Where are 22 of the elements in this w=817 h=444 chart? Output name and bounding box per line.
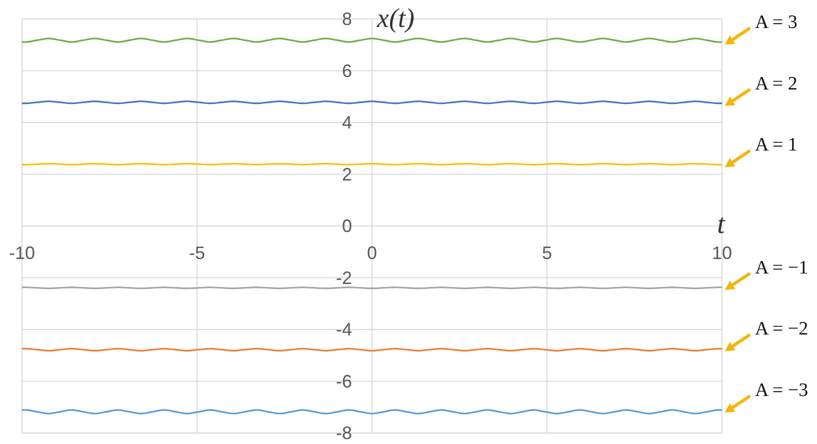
y-tick-label: 2 bbox=[342, 164, 352, 184]
y-tick-label: 8 bbox=[342, 9, 352, 29]
y-tick-label: 6 bbox=[342, 60, 352, 81]
series-label: A = 2 bbox=[755, 72, 798, 94]
y-tick-label: -2 bbox=[336, 268, 352, 288]
x-tick-label: -10 bbox=[8, 243, 36, 263]
series-label: A = 1 bbox=[755, 134, 798, 156]
y-axis-title: x(t) bbox=[376, 3, 414, 33]
y-tick-label: 0 bbox=[342, 216, 352, 236]
series-label: A = 3 bbox=[755, 12, 798, 33]
series-label: A = −3 bbox=[755, 379, 808, 400]
x-tick-label: 10 bbox=[712, 243, 732, 263]
x-tick-label: 0 bbox=[366, 243, 378, 263]
y-tick-label: 4 bbox=[342, 112, 352, 132]
y-tick-label: -6 bbox=[336, 371, 352, 392]
y-tick-label: -4 bbox=[336, 320, 352, 340]
x-tick-label: 5 bbox=[542, 243, 552, 263]
series-label: A = −2 bbox=[755, 318, 808, 340]
x-tick-label: -5 bbox=[188, 243, 206, 263]
y-tick-label: -8 bbox=[336, 423, 352, 443]
x-axis-title: t bbox=[717, 209, 726, 240]
series-label: A = −1 bbox=[755, 256, 808, 278]
